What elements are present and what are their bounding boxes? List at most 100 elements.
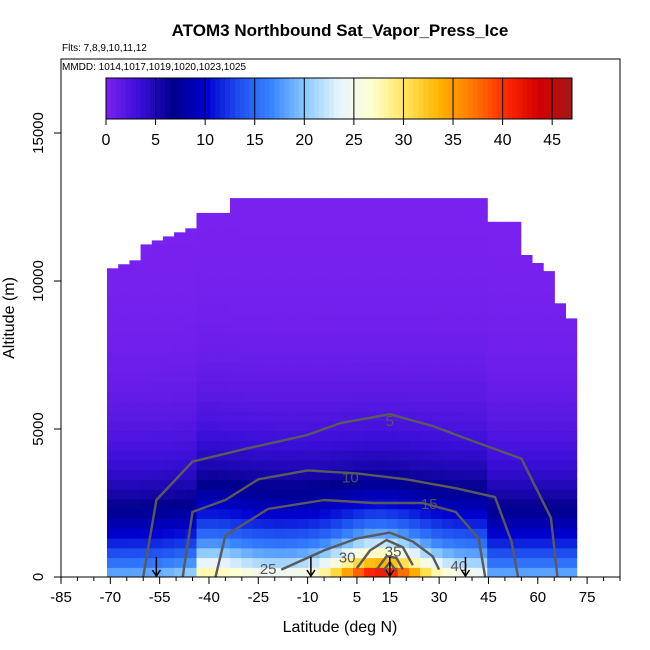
heatmap-cell xyxy=(498,323,511,334)
heatmap-cell xyxy=(341,284,354,295)
heatmap-cell xyxy=(263,235,276,246)
heatmap-cell xyxy=(341,205,354,217)
heatmap-cell xyxy=(185,381,198,392)
heatmap-cell xyxy=(353,459,365,471)
heatmap-cell xyxy=(341,469,354,480)
heatmap-cell xyxy=(543,381,555,392)
heatmap-cell xyxy=(565,430,578,441)
heatmap-cell xyxy=(330,254,343,266)
heatmap-cell xyxy=(420,440,432,451)
heatmap-cell xyxy=(285,254,298,266)
heatmap-cell xyxy=(565,537,578,549)
heatmap-cell xyxy=(151,240,164,246)
heatmap-cell xyxy=(520,450,533,461)
heatmap-cell xyxy=(531,498,544,510)
colorbar-tick-label: 5 xyxy=(151,132,160,149)
heatmap-cell xyxy=(263,198,276,207)
heatmap-cell xyxy=(118,362,130,373)
heatmap-cell xyxy=(464,528,477,539)
heatmap-cell xyxy=(397,518,410,529)
heatmap-cell xyxy=(118,440,130,451)
heatmap-cell xyxy=(487,221,499,226)
heatmap-cell xyxy=(252,264,265,275)
heatmap-cell xyxy=(207,401,220,412)
heatmap-cell xyxy=(107,518,119,529)
heatmap-cell xyxy=(185,371,198,383)
heatmap-cell xyxy=(520,381,533,392)
heatmap-cell xyxy=(230,342,242,353)
heatmap-cell xyxy=(285,450,298,461)
heatmap-cell xyxy=(174,303,186,314)
heatmap-cell xyxy=(431,459,444,471)
heatmap-cell xyxy=(487,371,499,383)
heatmap-cell xyxy=(252,450,265,461)
heatmap-cell xyxy=(140,244,153,246)
heatmap-cell xyxy=(285,342,298,353)
heatmap-cell xyxy=(476,274,488,285)
heatmap-cell xyxy=(520,332,533,344)
heatmap-cell xyxy=(453,440,466,451)
heatmap-cell xyxy=(476,450,488,461)
heatmap-cell xyxy=(285,537,298,549)
heatmap-cell xyxy=(308,284,321,295)
heatmap-cell xyxy=(330,450,343,461)
heatmap-cell xyxy=(364,557,376,568)
heatmap-cell xyxy=(442,547,455,559)
heatmap-cell xyxy=(218,212,231,217)
heatmap-cell xyxy=(308,508,321,519)
heatmap-cell xyxy=(520,284,533,295)
heatmap-cell xyxy=(118,342,130,353)
chart-title: ATOM3 Northbound Sat_Vapor_Press_Ice xyxy=(172,21,509,40)
heatmap-cell xyxy=(151,498,164,510)
heatmap-cell xyxy=(330,352,343,363)
heatmap-cell xyxy=(174,381,186,392)
heatmap-cell xyxy=(531,430,544,441)
heatmap-cell xyxy=(207,362,220,373)
heatmap-cell xyxy=(230,498,242,510)
heatmap-cell xyxy=(408,352,421,363)
heatmap-cell xyxy=(196,547,209,559)
heatmap-cell xyxy=(408,410,421,422)
heatmap-cell xyxy=(207,244,220,256)
heatmap-cell xyxy=(543,410,555,422)
heatmap-cell xyxy=(319,362,332,373)
colorbar-swatch xyxy=(472,78,479,119)
heatmap-cell xyxy=(386,479,399,490)
x-axis-label: Latitude (deg N) xyxy=(283,619,398,636)
heatmap-cell xyxy=(498,430,511,441)
heatmap-cell xyxy=(476,371,488,383)
heatmap-cell xyxy=(230,469,242,480)
heatmap-cell xyxy=(420,410,432,422)
colorbar-swatch xyxy=(482,78,489,119)
heatmap-cell xyxy=(107,313,119,324)
heatmap-cell xyxy=(431,215,444,226)
heatmap-cell xyxy=(408,313,421,324)
heatmap-cell xyxy=(353,362,365,373)
heatmap-cell xyxy=(196,528,209,539)
heatmap-cell xyxy=(364,323,376,334)
heatmap-cell xyxy=(408,528,421,539)
contour-label: 30 xyxy=(339,549,356,566)
heatmap-cell xyxy=(420,518,432,529)
x-tick-label: -70 xyxy=(99,589,121,606)
heatmap-cell xyxy=(241,547,253,559)
heatmap-cell xyxy=(330,459,343,471)
heatmap-cell xyxy=(218,479,231,490)
heatmap-cell xyxy=(431,332,444,344)
heatmap-cell xyxy=(375,459,388,471)
heatmap-cell xyxy=(252,254,265,266)
heatmap-cell xyxy=(230,508,242,519)
heatmap-cell xyxy=(297,518,309,529)
heatmap-cell xyxy=(162,420,175,432)
heatmap-cell xyxy=(252,537,265,549)
heatmap-cell xyxy=(442,498,455,510)
heatmap-cell xyxy=(285,489,298,500)
colorbar-swatch xyxy=(522,78,528,119)
heatmap-cell xyxy=(196,274,209,285)
heatmap-cell xyxy=(207,410,220,422)
colorbar-swatch xyxy=(527,78,533,119)
heatmap-cell xyxy=(185,469,198,480)
heatmap-cell xyxy=(408,420,421,432)
heatmap-cell xyxy=(241,420,253,432)
